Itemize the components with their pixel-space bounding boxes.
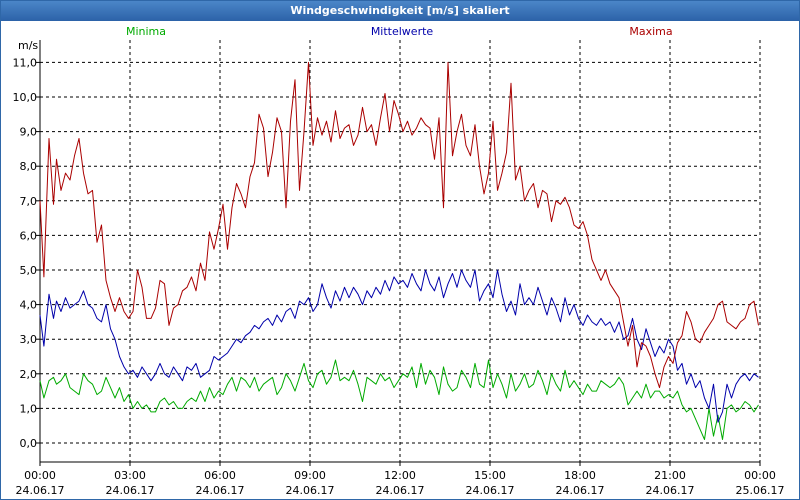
x-tick-time-label: 12:00 — [384, 469, 416, 482]
x-tick-time-label: 21:00 — [654, 469, 686, 482]
x-tick-time-label: 06:00 — [204, 469, 236, 482]
y-axis: 0,0 1,0 2,0 3,0 4,0 5,0 6,0 7,0 8,0 9,0 10,0 11,0 — [13, 56, 40, 450]
x-tick-time-label: 15:00 — [474, 469, 506, 482]
x-tick-date-label: 24.06.17 — [646, 484, 695, 497]
x-tick-time-label: 18:00 — [564, 469, 596, 482]
y-tick-label: 5,0 — [20, 264, 38, 277]
x-tick-date-label: 24.06.17 — [16, 484, 65, 497]
window-title: Windgeschwindigkeit [m/s] skaliert — [1, 1, 799, 21]
x-tick-date-label: 24.06.17 — [466, 484, 515, 497]
y-tick-label: 8,0 — [20, 160, 38, 173]
legend-maxima: Maxima — [629, 25, 672, 38]
series-line-maxima — [39, 61, 759, 389]
y-tick-label: 10,0 — [13, 91, 38, 104]
y-axis-label: m/s — [18, 39, 38, 52]
series-line-mittelwerte — [39, 269, 759, 423]
y-tick-label: 4,0 — [20, 299, 38, 312]
x-tick-time-label: 00:00 — [24, 469, 56, 482]
x-tick-date-label: 25.06.17 — [736, 484, 785, 497]
y-tick-label: 9,0 — [20, 126, 38, 139]
x-tick-time-label: 03:00 — [114, 469, 146, 482]
y-tick-label: 3,0 — [20, 333, 38, 346]
x-tick-date-label: 24.06.17 — [286, 484, 335, 497]
y-tick-label: 11,0 — [13, 56, 38, 69]
legend-minima: Minima — [126, 25, 166, 38]
x-tick-date-label: 24.06.17 — [196, 484, 245, 497]
x-tick-date-label: 24.06.17 — [556, 484, 605, 497]
x-tick-date-label: 24.06.17 — [106, 484, 155, 497]
grid — [39, 40, 761, 463]
x-axis: 00:00 24.06.17 03:00 24.06.17 06:00 24.06.17 0… — [16, 462, 785, 497]
legend-mittelwerte: Mittelwerte — [371, 25, 434, 38]
x-tick-date-label: 24.06.17 — [376, 484, 425, 497]
y-tick-label: 7,0 — [20, 195, 38, 208]
series-line-minima — [39, 359, 759, 440]
series-lines — [39, 61, 759, 440]
y-tick-label: 6,0 — [20, 229, 38, 242]
y-tick-label: 1,0 — [20, 402, 38, 415]
x-tick-time-label: 09:00 — [294, 469, 326, 482]
x-tick-time-label: 00:00 — [744, 469, 776, 482]
y-tick-label: 2,0 — [20, 368, 38, 381]
y-tick-label: 0,0 — [20, 437, 38, 450]
legend: Minima Mittelwerte Maxima — [126, 25, 673, 38]
